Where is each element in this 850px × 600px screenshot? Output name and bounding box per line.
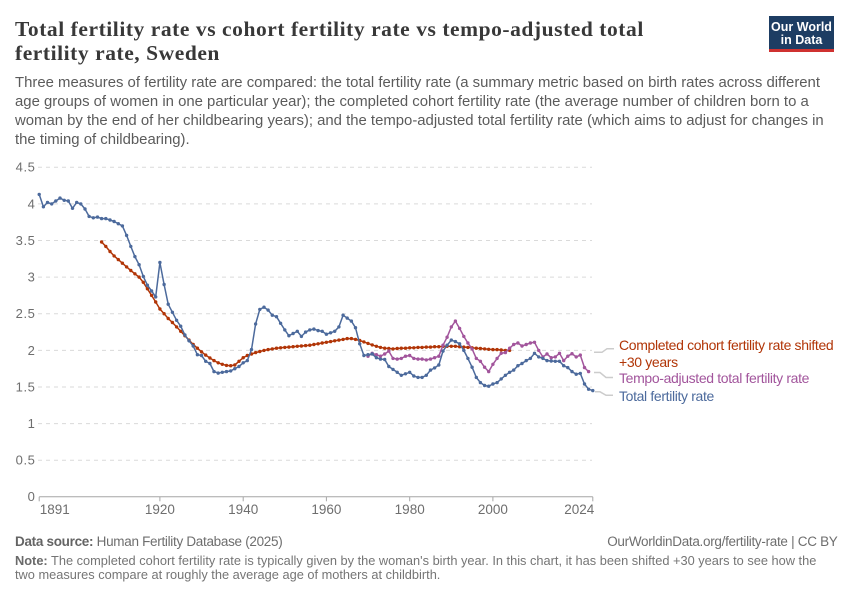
svg-text:2: 2 [28,343,36,358]
svg-text:4.5: 4.5 [16,160,36,175]
svg-text:1.5: 1.5 [16,379,36,394]
svg-text:1980: 1980 [395,502,425,517]
svg-text:2.5: 2.5 [16,306,36,321]
svg-text:0.5: 0.5 [16,453,36,468]
svg-text:1940: 1940 [228,502,258,517]
svg-text:1: 1 [28,416,36,431]
svg-text:1891: 1891 [40,502,70,517]
svg-text:4: 4 [28,196,36,211]
svg-text:2024: 2024 [564,502,595,517]
svg-text:2000: 2000 [478,502,508,517]
svg-text:3: 3 [28,270,36,285]
svg-text:0: 0 [28,489,36,504]
svg-text:3.5: 3.5 [16,233,36,248]
svg-text:1960: 1960 [311,502,341,517]
svg-text:1920: 1920 [145,502,175,517]
